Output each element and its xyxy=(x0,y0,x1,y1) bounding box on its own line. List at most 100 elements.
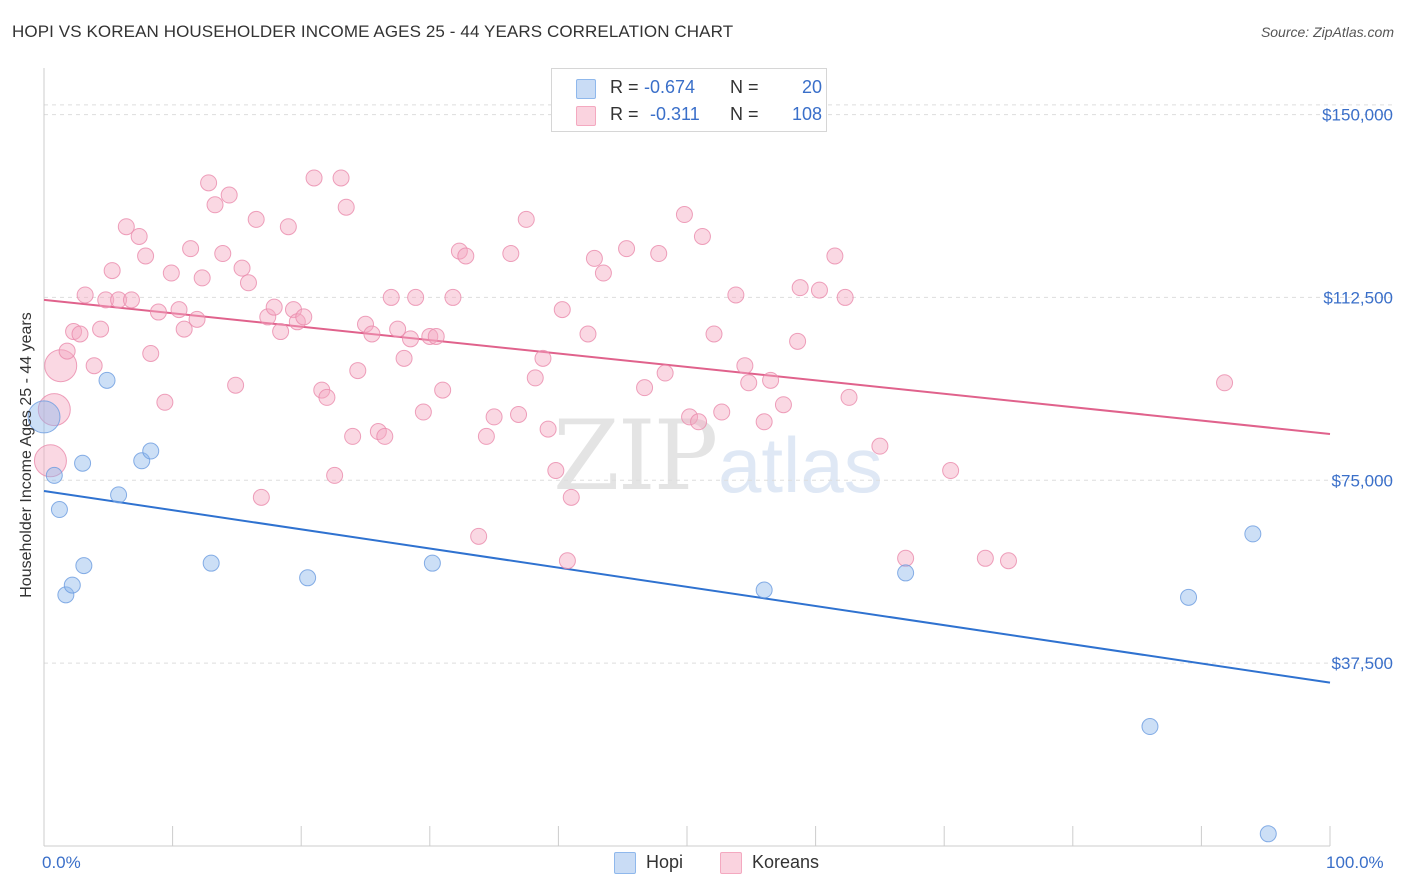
data-point-koreans xyxy=(76,286,94,304)
data-point-koreans xyxy=(942,462,960,480)
data-point-koreans xyxy=(395,349,413,367)
x-tick-label-min: 0.0% xyxy=(42,853,81,872)
data-point-koreans xyxy=(349,362,367,380)
data-point-koreans xyxy=(789,332,807,350)
data-point-koreans xyxy=(182,240,200,258)
data-point-hopi xyxy=(1259,825,1277,843)
data-point-koreans xyxy=(363,325,381,343)
data-point-koreans xyxy=(279,218,297,236)
data-point-koreans xyxy=(103,262,121,280)
data-point-koreans xyxy=(810,281,828,299)
data-point-koreans xyxy=(389,320,407,338)
data-point-koreans xyxy=(318,388,336,406)
data-point-hopi xyxy=(142,442,160,460)
data-point-koreans xyxy=(562,488,580,506)
data-point-koreans xyxy=(1000,552,1017,570)
data-point-koreans xyxy=(705,325,723,343)
data-point-hopi xyxy=(63,576,81,594)
data-point-koreans xyxy=(382,288,400,306)
data-point-hopi xyxy=(98,371,116,389)
data-point-koreans xyxy=(92,320,110,338)
data-point-koreans xyxy=(344,427,362,445)
data-point-hopi xyxy=(423,554,441,572)
data-point-hopi xyxy=(75,557,93,575)
source-label: Source: ZipAtlas.com xyxy=(1260,24,1394,40)
legend-swatch-koreans xyxy=(576,106,596,126)
trend-lines xyxy=(43,298,1331,684)
data-point-koreans xyxy=(840,388,858,406)
chart-title: HOPI VS KOREAN HOUSEHOLDER INCOME AGES 2… xyxy=(12,22,734,41)
data-point-koreans xyxy=(871,437,889,455)
legend-n-value: 108 xyxy=(792,104,823,124)
data-point-koreans xyxy=(247,210,265,228)
data-point-koreans xyxy=(897,549,915,567)
data-point-koreans xyxy=(85,357,103,375)
data-point-koreans xyxy=(826,247,844,265)
data-point-koreans xyxy=(594,264,612,282)
x-tick-label-max: 100.0% xyxy=(1326,853,1384,872)
data-point-koreans xyxy=(272,323,290,341)
data-point-koreans xyxy=(233,259,251,277)
data-point-koreans xyxy=(690,413,708,431)
data-point-koreans xyxy=(326,466,344,484)
data-point-koreans xyxy=(976,549,994,567)
data-point-koreans xyxy=(170,301,188,319)
data-point-koreans xyxy=(477,427,495,445)
data-point-hopi xyxy=(27,400,61,434)
data-point-hopi xyxy=(110,486,128,504)
correlation-legend: R = -0.674 N = 20 R = -0.311 N = 108 xyxy=(551,68,827,132)
data-point-koreans xyxy=(618,240,636,258)
data-point-hopi xyxy=(1180,588,1198,606)
data-point-koreans xyxy=(485,408,503,426)
data-point-koreans xyxy=(755,413,773,431)
trend-line-koreans xyxy=(43,298,1331,435)
data-point-hopi xyxy=(50,501,68,519)
data-point-koreans xyxy=(539,420,557,438)
bottom-legend-swatch-koreans xyxy=(720,852,742,874)
data-point-koreans xyxy=(421,327,439,345)
data-point-koreans xyxy=(585,249,603,267)
data-point-koreans xyxy=(252,488,270,506)
data-point-koreans xyxy=(122,291,140,309)
data-point-koreans xyxy=(337,198,355,216)
bottom-legend-swatch-hopi xyxy=(614,852,636,874)
bottom-legend-label-hopi: Hopi xyxy=(646,852,684,872)
data-point-koreans xyxy=(470,527,488,545)
data-point-koreans xyxy=(193,269,211,287)
data-point-hopi xyxy=(1244,525,1262,543)
y-tick-label: $75,000 xyxy=(1332,471,1393,490)
data-point-koreans xyxy=(110,291,128,309)
data-point-hopi xyxy=(1141,718,1159,736)
legend-n-label: N = xyxy=(730,77,759,97)
data-point-hopi xyxy=(755,581,773,599)
data-point-koreans xyxy=(836,288,854,306)
data-point-koreans xyxy=(200,174,218,192)
data-point-koreans xyxy=(376,427,394,445)
data-point-koreans xyxy=(156,393,174,411)
data-point-koreans xyxy=(650,245,668,263)
legend-r-label: R = xyxy=(610,77,639,97)
y-tick-label: $112,500 xyxy=(1323,288,1393,307)
data-point-koreans xyxy=(162,264,180,282)
data-point-koreans xyxy=(175,320,193,338)
bottom-legend-label-koreans: Koreans xyxy=(752,852,820,872)
data-point-koreans xyxy=(227,376,245,394)
trend-line-hopi xyxy=(43,490,1331,684)
y-tick-labels: $37,500 $75,000 $112,500 $150,000 xyxy=(1322,106,1393,674)
data-point-koreans xyxy=(457,247,475,265)
grid-lines xyxy=(44,104,1395,664)
data-point-hopi xyxy=(74,454,92,472)
data-point-koreans xyxy=(636,379,654,397)
data-point-hopi xyxy=(299,569,317,587)
data-point-hopi xyxy=(897,564,915,582)
data-point-koreans xyxy=(558,552,576,570)
data-point-koreans xyxy=(510,405,528,423)
data-point-koreans xyxy=(427,327,445,345)
data-point-koreans xyxy=(305,169,323,187)
data-point-koreans xyxy=(295,308,313,326)
y-axis-label: Householder Income Ages 25 - 44 years xyxy=(18,312,35,598)
data-point-koreans xyxy=(44,349,78,383)
data-point-koreans xyxy=(117,218,135,236)
legend-r-value: -0.311 xyxy=(650,104,700,124)
